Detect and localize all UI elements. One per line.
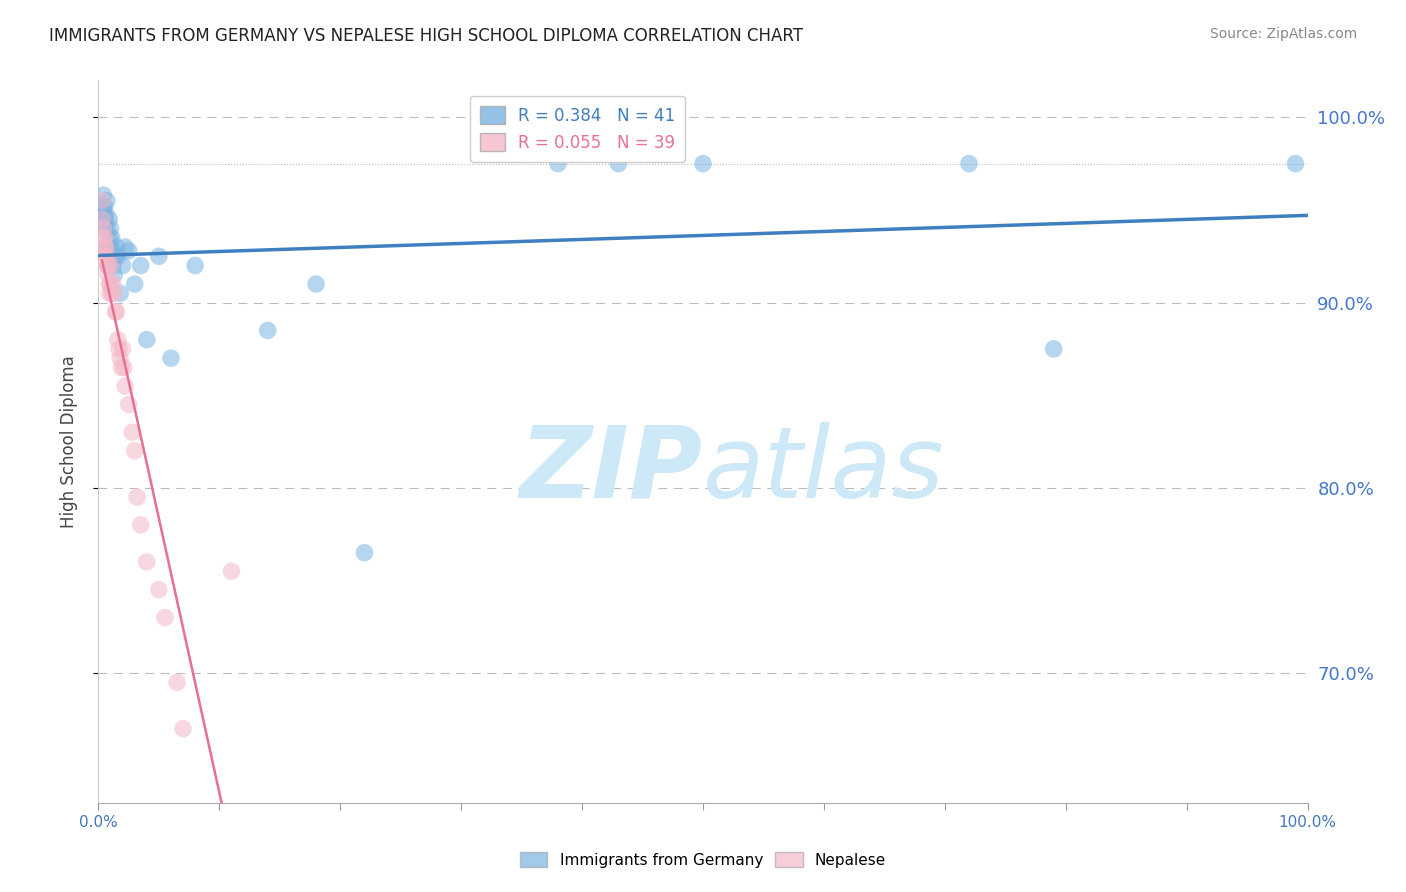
Point (692, 156, 714, 170)
Legend: R = 0.384   N = 41, R = 0.055   N = 39: R = 0.384 N = 41, R = 0.055 N = 39 (470, 95, 685, 161)
Point (547, 156, 569, 170)
Point (96, 249, 118, 263)
Point (94, 240, 117, 254)
Point (100, 221, 122, 235)
Point (104, 249, 127, 263)
Point (184, 259, 207, 273)
Point (114, 240, 136, 254)
Text: IMMIGRANTS FROM GERMANY VS NEPALESE HIGH SCHOOL DIPLOMA CORRELATION CHART: IMMIGRANTS FROM GERMANY VS NEPALESE HIGH… (49, 27, 803, 45)
Point (124, 443, 146, 458)
Point (118, 244, 141, 258)
Point (103, 286, 125, 301)
Point (93, 240, 115, 254)
Text: atlas: atlas (703, 422, 945, 519)
Point (101, 259, 124, 273)
Point (97, 259, 120, 273)
Point (98, 231, 121, 245)
Point (148, 582, 170, 597)
Point (110, 360, 132, 375)
Point (91, 207, 114, 221)
Point (96, 221, 118, 235)
Point (114, 379, 136, 393)
Point (103, 268, 125, 282)
Point (153, 610, 176, 624)
Point (256, 323, 278, 337)
Point (105, 240, 128, 254)
Point (221, 564, 243, 578)
Point (93, 231, 115, 245)
Point (129, 259, 152, 273)
Point (129, 517, 152, 532)
Point (91, 231, 114, 245)
Point (96, 259, 118, 273)
Point (353, 546, 375, 560)
Point (148, 249, 170, 263)
Point (91, 212, 114, 227)
Point (135, 333, 157, 347)
Legend: Immigrants from Germany, Nepalese: Immigrants from Germany, Nepalese (513, 846, 893, 873)
Point (607, 156, 630, 170)
Point (98, 277, 121, 291)
Point (94, 212, 117, 227)
Point (111, 259, 134, 273)
Point (105, 305, 128, 319)
Point (101, 277, 124, 291)
Point (91, 221, 114, 235)
Point (107, 249, 129, 263)
Point (97, 240, 120, 254)
Point (107, 333, 129, 347)
Point (111, 342, 134, 356)
Point (100, 286, 122, 301)
Point (160, 351, 183, 366)
Point (108, 286, 131, 301)
Point (100, 259, 122, 273)
Point (97, 268, 120, 282)
Point (124, 277, 146, 291)
Point (97, 259, 120, 273)
Point (108, 342, 131, 356)
Point (93, 221, 115, 235)
Point (104, 305, 127, 319)
Point (127, 490, 149, 504)
Point (94, 207, 117, 221)
Point (1284, 156, 1306, 170)
Text: Source: ZipAtlas.com: Source: ZipAtlas.com (1209, 27, 1357, 41)
Point (305, 277, 328, 291)
Point (1042, 342, 1064, 356)
Point (94, 249, 117, 263)
Point (135, 555, 157, 569)
Text: ZIP: ZIP (520, 422, 703, 519)
Point (100, 240, 122, 254)
Point (91, 202, 114, 217)
Point (112, 360, 135, 375)
Point (91, 188, 114, 202)
Point (90, 212, 112, 227)
Point (96, 194, 118, 208)
Point (93, 199, 115, 213)
Point (91, 194, 114, 208)
Point (98, 212, 121, 227)
Point (98, 286, 121, 301)
Point (172, 722, 194, 736)
Point (121, 425, 143, 440)
Point (166, 675, 188, 690)
Point (100, 277, 122, 291)
Point (108, 351, 131, 366)
Point (118, 397, 141, 411)
Y-axis label: High School Diploma: High School Diploma (59, 355, 77, 528)
Point (957, 156, 980, 170)
Point (100, 231, 122, 245)
